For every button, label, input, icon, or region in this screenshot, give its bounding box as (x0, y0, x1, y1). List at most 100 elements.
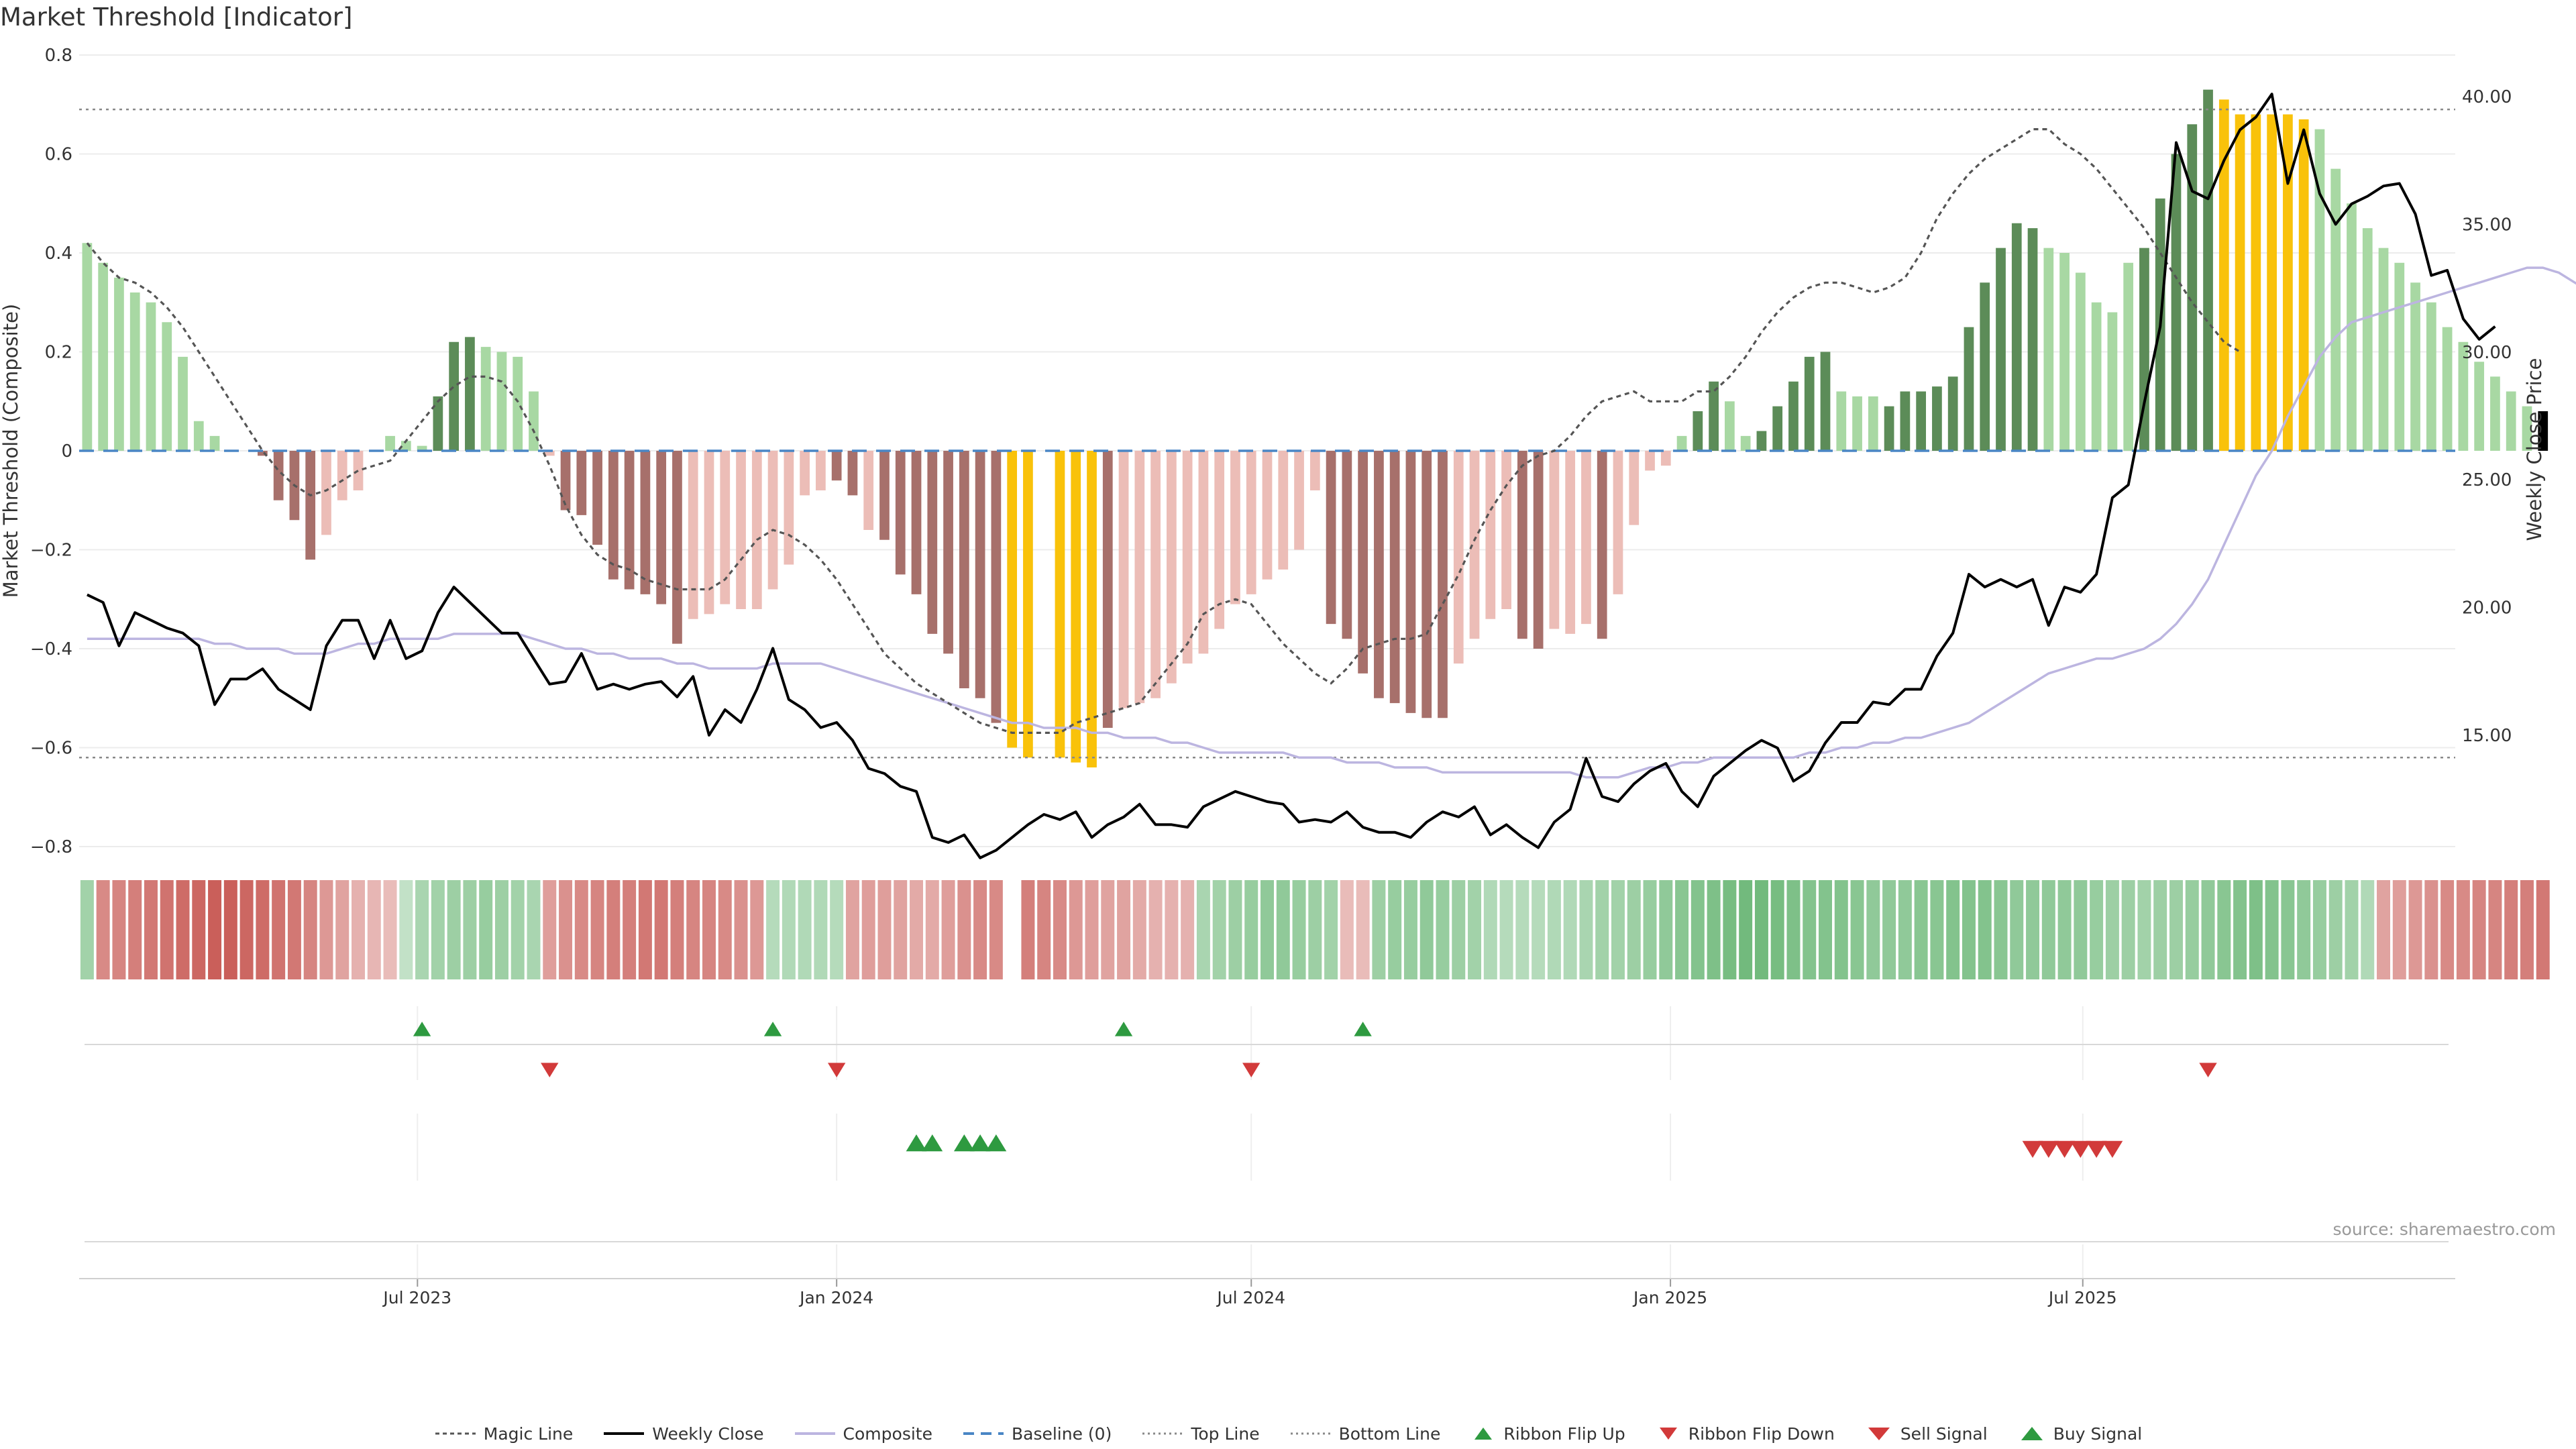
ribbon-cell (1770, 880, 1784, 979)
legend-item-weekly-close[interactable]: Weekly Close (602, 1424, 764, 1444)
bar (1836, 391, 1847, 451)
y-tick-label: −0.4 (30, 639, 72, 659)
ribbon-cell (1196, 880, 1210, 979)
legend-item-baseline[interactable]: Baseline (0) (962, 1424, 1112, 1444)
sell-signal-icon (1868, 1428, 1890, 1440)
ribbon-cell (2408, 880, 2422, 979)
ribbon-cell (1707, 880, 1721, 979)
ribbon-cell (1132, 880, 1146, 979)
ribbon-cell (2057, 880, 2072, 979)
ribbon-cell (590, 880, 604, 979)
ribbon-cell (352, 880, 365, 979)
bar (720, 451, 731, 604)
legend-item-ribbon-flip-down[interactable]: Ribbon Flip Down (1655, 1424, 1835, 1444)
bar (1278, 451, 1289, 570)
bar (1820, 352, 1831, 451)
ribbon-cell (1819, 880, 1832, 979)
ribbon-cell (2201, 880, 2215, 979)
ribbon-cell (1675, 880, 1689, 979)
weekly-close-icon (604, 1432, 645, 1435)
bar (1230, 451, 1240, 604)
bar (2139, 248, 2149, 451)
buy-signal-marker (906, 1134, 927, 1152)
legend-item-bottom-line[interactable]: Bottom Line (1289, 1424, 1440, 1444)
ribbon-cell (176, 880, 190, 979)
bar (2091, 302, 2102, 451)
ribbon-cell (2105, 880, 2119, 979)
ribbon-cell (1228, 880, 1242, 979)
ribbon-cell (861, 880, 875, 979)
bar (2490, 376, 2500, 451)
ribbon-cell (128, 880, 142, 979)
bar (2059, 253, 2070, 451)
ribbon-cell (272, 880, 286, 979)
bar (2522, 406, 2532, 451)
x-tick-label: Jan 2024 (798, 1288, 873, 1307)
ribbon-cell (2520, 880, 2534, 979)
ribbon-cell (606, 880, 621, 979)
ribbon-cell (574, 880, 588, 979)
legend-item-magic-line[interactable]: Magic Line (434, 1424, 573, 1444)
legend-item-composite[interactable]: Composite (794, 1424, 932, 1444)
ribbon-cell (1690, 880, 1705, 979)
bar (1725, 401, 1735, 451)
legend-item-sell-signal[interactable]: Sell Signal (1864, 1424, 1988, 1444)
ribbon-cell (734, 880, 748, 979)
bar (129, 292, 140, 451)
bar (1709, 381, 1719, 451)
bar (337, 451, 347, 500)
bar (321, 451, 331, 535)
bar (1342, 451, 1352, 639)
bar (2426, 302, 2436, 451)
buy-signal-marker (922, 1134, 943, 1152)
ribbon-cell (718, 880, 732, 979)
ribbon-cell (463, 880, 477, 979)
bar (1087, 451, 1097, 767)
ribbon-cell (543, 880, 557, 979)
bar (1166, 451, 1177, 684)
bar (1756, 431, 1767, 451)
y2-tick-label: 15.00 (2462, 726, 2512, 746)
ribbon-cell (989, 880, 1003, 979)
ribbon-cell (845, 880, 859, 979)
legend-item-ribbon-flip-up[interactable]: Ribbon Flip Up (1470, 1424, 1625, 1444)
bar (943, 451, 953, 654)
bar (1501, 451, 1511, 609)
y2-tick-label: 35.00 (2462, 215, 2512, 235)
ribbon-cell (1834, 880, 1848, 979)
bar (800, 451, 810, 496)
ribbon-cell (670, 880, 684, 979)
ribbon-cell (335, 880, 350, 979)
sell-signal-marker (2070, 1140, 2091, 1158)
bar (2171, 154, 2182, 451)
bar (863, 451, 874, 530)
ribbon-cell (527, 880, 541, 979)
bar (927, 451, 938, 634)
ribbon-cell (941, 880, 955, 979)
legend-label: Top Line (1191, 1424, 1260, 1444)
y-tick-label: −0.2 (30, 541, 72, 561)
y-tick-label: 0.8 (45, 46, 72, 66)
ribbon-cell (1866, 880, 1880, 979)
chart-title: Market Threshold [Indicator] (0, 3, 353, 32)
bar (1581, 451, 1591, 625)
legend-item-buy-signal[interactable]: Buy Signal (2017, 1424, 2142, 1444)
ribbon-cell (303, 880, 317, 979)
ribbon-cell (2121, 880, 2135, 979)
buy-signal-marker (969, 1134, 991, 1152)
ribbon-cell (1276, 880, 1290, 979)
ribbon-cell (1563, 880, 1577, 979)
buy-signal-marker (953, 1134, 975, 1152)
ribbon-cell (1978, 880, 1992, 979)
bar (640, 451, 651, 594)
bar (1182, 451, 1193, 664)
ribbon-cell (256, 880, 270, 979)
ribbon-cell (1388, 880, 1402, 979)
ribbon-cell (96, 880, 110, 979)
bar (1517, 451, 1527, 639)
ribbon-cell (910, 880, 924, 979)
legend-item-top-line[interactable]: Top Line (1141, 1424, 1260, 1444)
bar (1023, 451, 1033, 758)
ribbon-cell (1244, 880, 1258, 979)
ribbon-cell (511, 880, 525, 979)
